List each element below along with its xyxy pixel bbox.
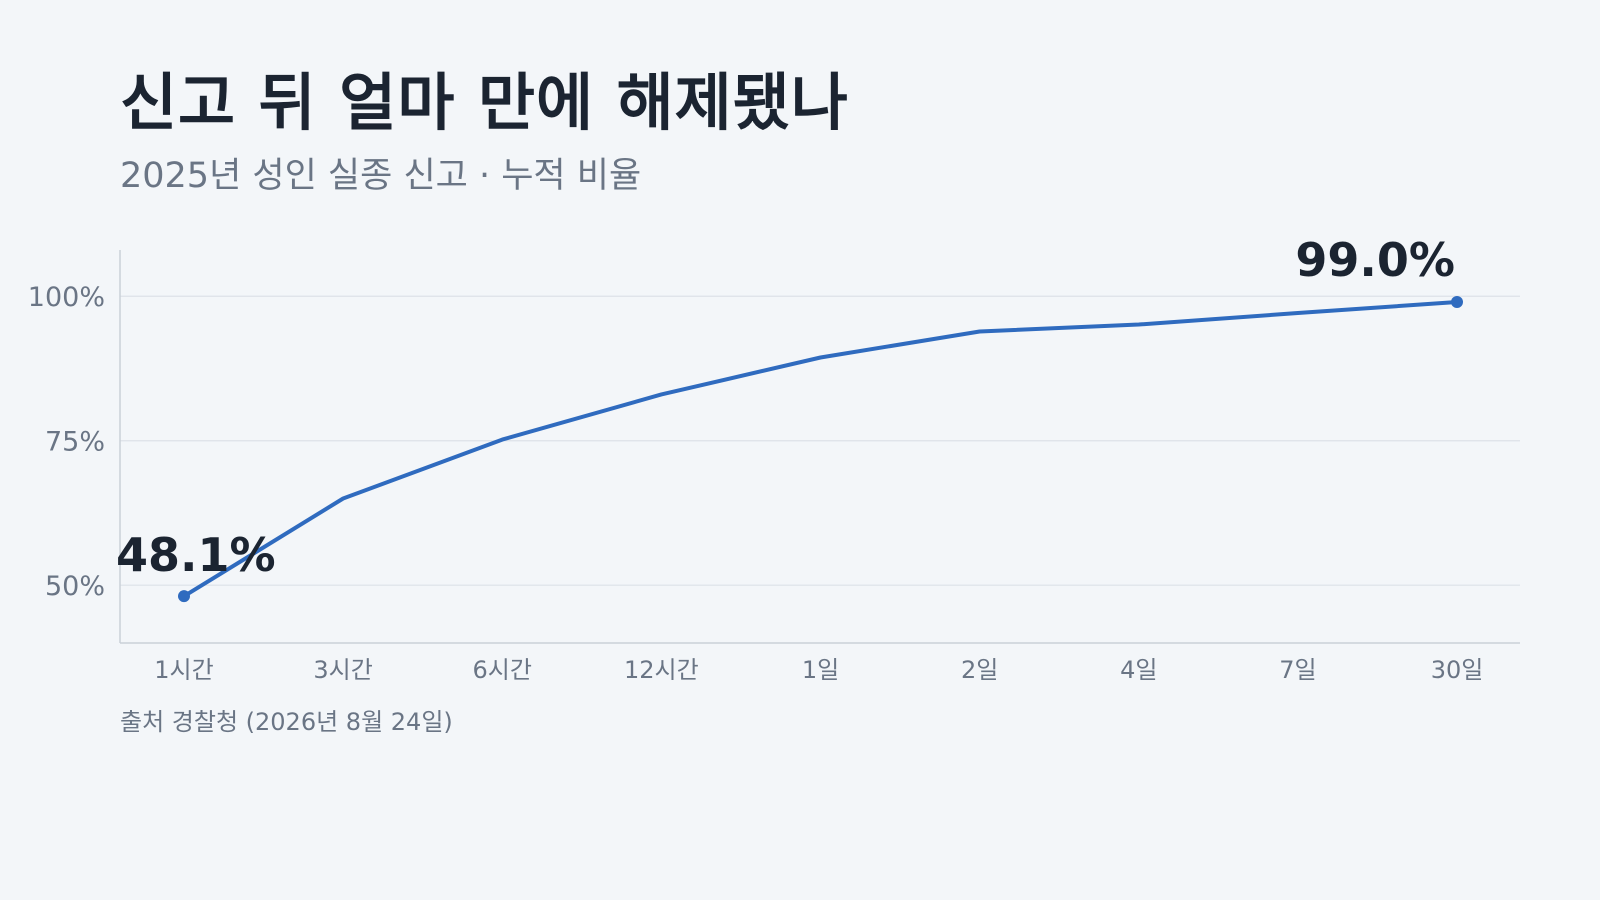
x-tick-label: 6시간 — [473, 656, 532, 684]
x-tick-label: 7일 — [1279, 656, 1316, 684]
x-tick-label: 2일 — [961, 656, 998, 684]
x-tick-label: 1일 — [802, 656, 839, 684]
source-note: 출처 경찰청 (2026년 8월 24일) — [120, 708, 453, 736]
data-point-marker — [1451, 296, 1463, 309]
x-tick-label: 3시간 — [313, 656, 372, 684]
data-label: 48.1% — [116, 528, 276, 582]
annotations: 48.1% 99.0% — [116, 233, 1455, 582]
y-tick-labels: 50% 75% 100% — [28, 282, 105, 602]
x-tick-label: 1시간 — [154, 656, 213, 684]
series — [178, 296, 1463, 603]
x-tick-label: 4일 — [1120, 656, 1157, 684]
y-tick-label: 50% — [45, 571, 105, 602]
series-line — [182, 300, 1459, 599]
y-tick-label: 75% — [45, 427, 105, 458]
x-tick-label: 30일 — [1431, 656, 1484, 684]
data-label: 99.0% — [1295, 233, 1455, 287]
y-tick-label: 100% — [28, 282, 105, 313]
chart-title: 신고 뒤 얼마 만에 해제됐나 — [120, 66, 849, 139]
chart-subtitle: 2025년 성인 실종 신고 · 누적 비율 — [120, 156, 642, 196]
x-tick-labels: 1시간 3시간 6시간 12시간 1일 2일 4일 7일 30일 — [154, 656, 1483, 684]
gridlines — [120, 295, 1520, 586]
x-tick-label: 12시간 — [624, 656, 699, 684]
axes — [119, 250, 1520, 644]
data-point-marker — [178, 590, 190, 603]
